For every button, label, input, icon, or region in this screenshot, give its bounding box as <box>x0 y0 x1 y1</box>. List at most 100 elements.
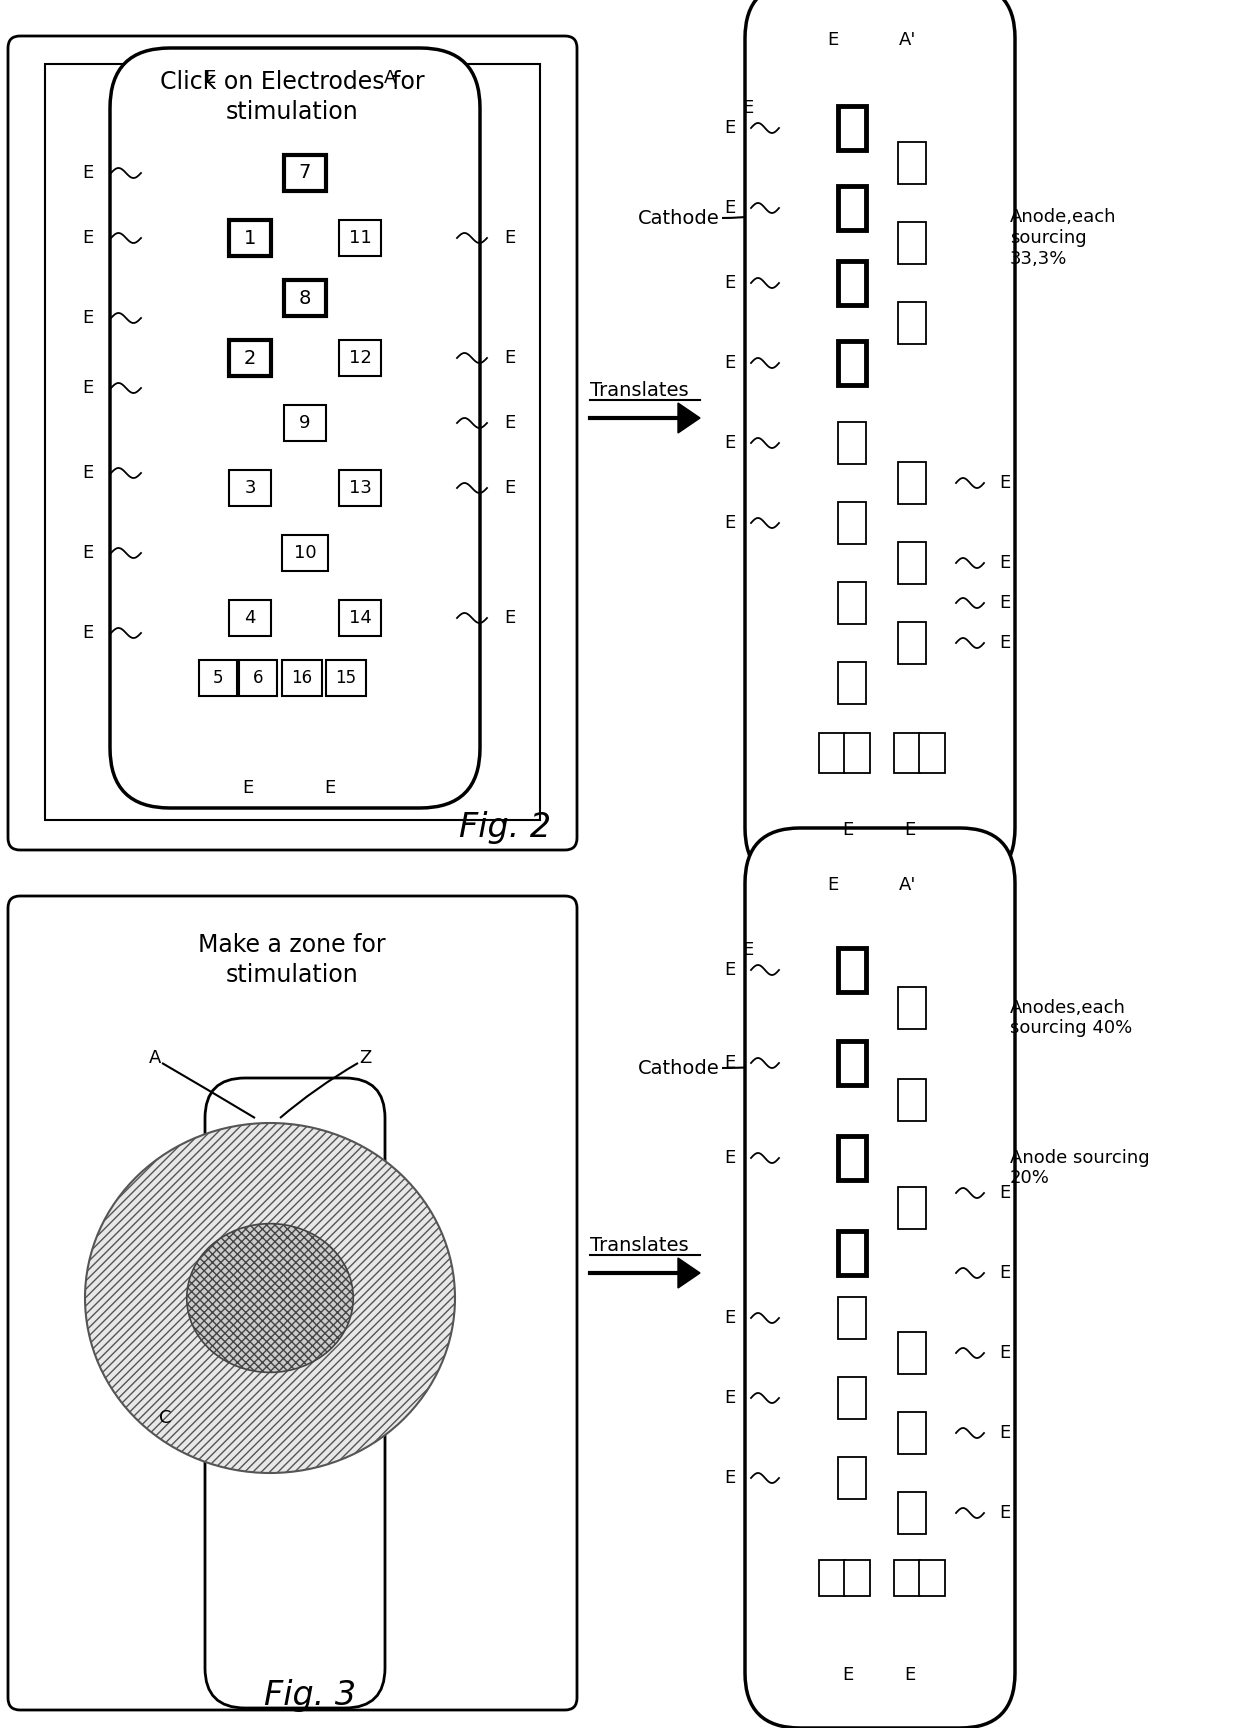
FancyBboxPatch shape <box>110 48 480 809</box>
Bar <box>838 1298 866 1339</box>
Bar <box>818 733 844 772</box>
Text: E: E <box>724 1149 735 1166</box>
Text: E: E <box>505 415 516 432</box>
Text: 2: 2 <box>244 349 257 368</box>
Text: E: E <box>827 876 838 893</box>
Bar <box>281 536 329 570</box>
Text: C: C <box>159 1408 171 1427</box>
Text: E: E <box>999 1503 1011 1522</box>
Text: E: E <box>505 349 516 366</box>
Bar <box>898 302 926 344</box>
Text: E: E <box>724 434 735 453</box>
Bar <box>919 1560 945 1597</box>
Text: 1: 1 <box>244 228 257 247</box>
Bar <box>838 187 866 230</box>
Text: 16: 16 <box>291 669 312 688</box>
Text: 13: 13 <box>348 479 372 498</box>
Text: E: E <box>999 1344 1011 1362</box>
Bar <box>229 600 272 636</box>
Bar <box>838 105 866 150</box>
Text: 12: 12 <box>348 349 372 366</box>
Bar <box>844 733 870 772</box>
FancyBboxPatch shape <box>745 0 1016 883</box>
Text: E: E <box>82 164 94 181</box>
Text: E: E <box>205 69 216 86</box>
Bar <box>894 733 920 772</box>
Text: E: E <box>827 31 838 48</box>
Text: 11: 11 <box>348 230 371 247</box>
Bar <box>838 949 866 992</box>
Text: Click on Electrodes for
stimulation: Click on Electrodes for stimulation <box>160 71 424 124</box>
Bar <box>844 1560 870 1597</box>
Text: Anodes,each
sourcing 40%: Anodes,each sourcing 40% <box>1011 999 1132 1037</box>
Bar <box>898 1187 926 1229</box>
Text: E: E <box>999 1184 1011 1203</box>
Bar <box>838 1230 866 1275</box>
Text: A: A <box>384 69 397 86</box>
Text: E: E <box>724 513 735 532</box>
Text: E: E <box>904 1666 915 1685</box>
Bar <box>838 662 866 703</box>
Bar <box>339 340 381 377</box>
Bar <box>284 404 326 441</box>
Text: 15: 15 <box>336 669 357 688</box>
Text: E: E <box>999 1263 1011 1282</box>
Text: E: E <box>724 1054 735 1071</box>
Text: E: E <box>724 199 735 218</box>
Text: E: E <box>242 779 254 797</box>
Bar <box>898 543 926 584</box>
Bar <box>326 660 366 696</box>
Text: E: E <box>999 634 1011 651</box>
Text: Translates: Translates <box>590 380 688 399</box>
Polygon shape <box>678 403 701 434</box>
Bar <box>898 1332 926 1374</box>
Bar <box>284 156 326 192</box>
Bar <box>898 221 926 264</box>
Text: E: E <box>724 354 735 372</box>
Ellipse shape <box>86 1123 455 1472</box>
Text: A': A' <box>899 31 916 48</box>
Bar <box>198 660 237 696</box>
Bar <box>339 470 381 506</box>
Bar <box>281 660 322 696</box>
Bar <box>898 622 926 664</box>
Bar <box>898 142 926 183</box>
FancyBboxPatch shape <box>205 1078 384 1707</box>
Text: E: E <box>505 230 516 247</box>
Bar <box>818 1560 844 1597</box>
Bar <box>339 600 381 636</box>
Text: E: E <box>999 1424 1011 1441</box>
Text: Anode,each
sourcing
33,3%: Anode,each sourcing 33,3% <box>1011 207 1116 268</box>
Text: E: E <box>724 1469 735 1488</box>
Text: 3: 3 <box>244 479 255 498</box>
Text: E: E <box>724 275 735 292</box>
Text: A': A' <box>899 876 916 893</box>
Text: Z: Z <box>358 1049 371 1066</box>
Bar <box>339 219 381 256</box>
Text: E: E <box>999 594 1011 612</box>
Text: 7: 7 <box>299 164 311 183</box>
Text: 9: 9 <box>299 415 311 432</box>
Text: 8: 8 <box>299 289 311 308</box>
Ellipse shape <box>187 1223 353 1372</box>
Text: E: E <box>325 779 336 797</box>
Text: Cathode: Cathode <box>639 1059 720 1078</box>
Bar <box>898 1491 926 1534</box>
Bar <box>898 987 926 1028</box>
Bar <box>838 1135 866 1180</box>
Bar <box>838 503 866 544</box>
Bar <box>838 1457 866 1498</box>
Text: E: E <box>743 98 754 118</box>
Bar <box>838 261 866 306</box>
Text: E: E <box>999 555 1011 572</box>
Bar <box>898 1078 926 1121</box>
Text: Fig. 2: Fig. 2 <box>459 812 551 845</box>
Text: E: E <box>842 1666 853 1685</box>
Text: Cathode: Cathode <box>639 209 720 228</box>
FancyBboxPatch shape <box>745 828 1016 1728</box>
Bar <box>838 340 866 385</box>
Text: E: E <box>743 942 754 959</box>
Text: E: E <box>904 821 915 840</box>
Text: A: A <box>149 1049 161 1066</box>
Text: E: E <box>82 378 94 397</box>
